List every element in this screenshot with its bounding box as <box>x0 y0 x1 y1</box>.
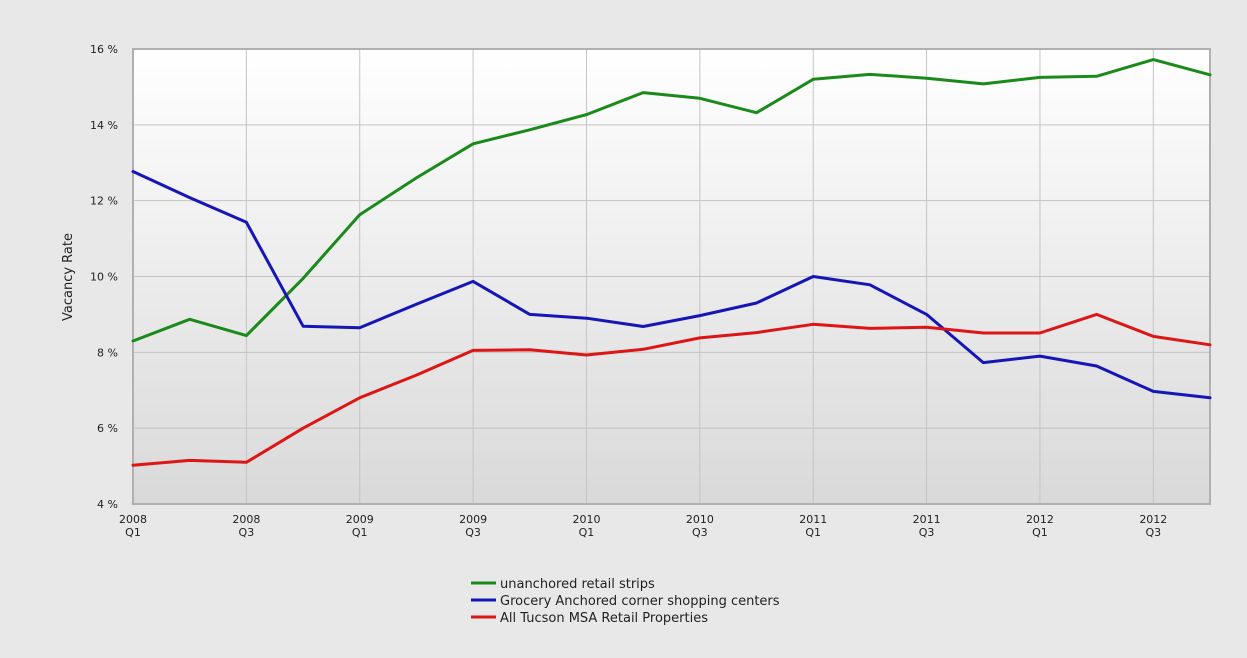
plot-border <box>132 48 1211 505</box>
x-tick-label: 2011 Q3 <box>913 513 941 539</box>
x-tick-label: 2009 Q1 <box>346 513 374 539</box>
y-tick-label: 16 % <box>90 43 118 56</box>
series-line-2 <box>131 170 1212 400</box>
x-tick-label: 2008 Q1 <box>119 513 147 539</box>
y-tick-label: 6 % <box>97 422 118 435</box>
legend-label: unanchored retail strips <box>500 577 655 592</box>
legend: unanchored retail strips Grocery Anchored… <box>471 577 780 626</box>
y-tick-label: 4 % <box>97 498 118 511</box>
y-axis-title: Vacancy Rate <box>61 233 76 321</box>
series-line-3 <box>131 312 1212 467</box>
x-tick-label: 2010 Q1 <box>572 513 600 539</box>
x-tick-label: 2010 Q3 <box>686 513 714 539</box>
x-tick-label: 2012 Q1 <box>1026 513 1054 539</box>
y-tick-label: 10 % <box>90 271 118 284</box>
series-line-1 <box>131 58 1212 343</box>
y-tick-label: 14 % <box>90 119 118 132</box>
x-tick-label: 2008 Q3 <box>232 513 260 539</box>
legend-label: Grocery Anchored corner shopping centers <box>500 594 780 609</box>
x-tick-label: 2011 Q1 <box>799 513 827 539</box>
x-tick-label: 2009 Q3 <box>459 513 487 539</box>
legend-label: All Tucson MSA Retail Properties <box>500 611 708 626</box>
y-tick-label: 12 % <box>90 195 118 208</box>
y-tick-label: 8 % <box>97 346 118 359</box>
x-tick-label: 2012 Q3 <box>1139 513 1167 539</box>
